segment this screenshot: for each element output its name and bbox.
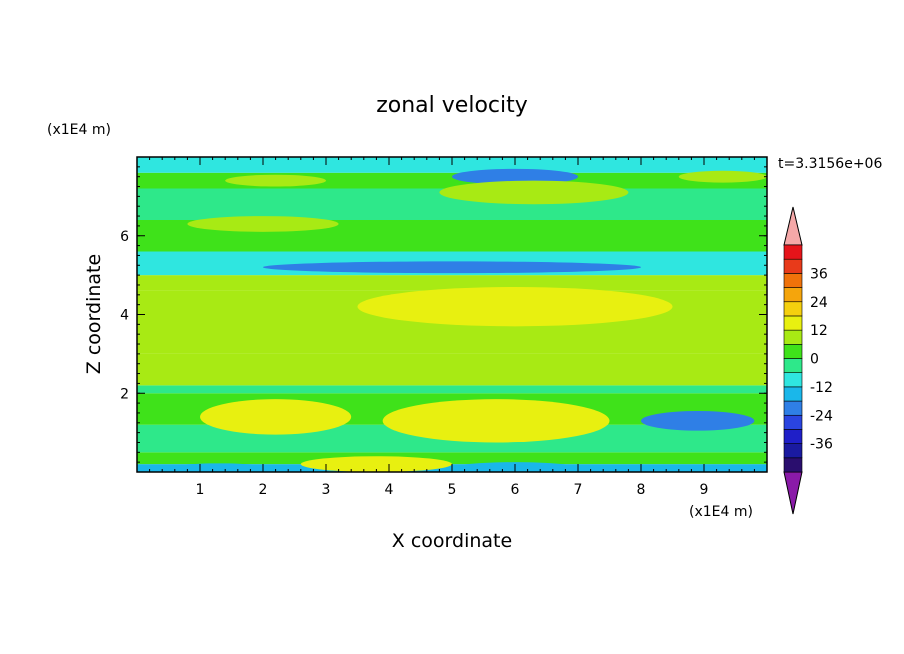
colorbar-segment [783,273,803,288]
velocity-field [137,157,767,472]
colorbar-segment [783,344,803,359]
colorbar-tick-label: 36 [810,266,828,282]
x-tick-label: 5 [448,482,457,498]
y-axis-label: Z coordinate [83,254,105,374]
x-tick-label: 6 [511,482,520,498]
colorbar-segment [783,429,803,444]
velocity-feature [168,463,270,472]
colorbar-segment [783,372,803,388]
colorbar-segment [783,443,803,459]
velocity-band [137,353,767,386]
velocity-feature [225,174,326,187]
velocity-band [137,385,767,394]
y-unit-label: (x1E4 m) [47,122,111,138]
colorbar-segment [783,358,803,373]
colorbar-tick-label: -36 [810,437,833,453]
colorbar-tick-label: 24 [810,295,828,311]
colorbar-segment [783,301,803,317]
colorbar-segment [783,414,803,430]
chart-title: zonal velocity [376,93,528,118]
colorbar-segment [783,258,803,274]
colorbar-segment [783,315,803,331]
colorbar-segment [783,386,803,402]
x-tick-label: 4 [385,482,394,498]
velocity-feature [187,216,339,232]
y-tick-label: 6 [120,229,129,245]
velocity-band [137,275,767,291]
velocity-feature [263,261,641,274]
x-unit-label: (x1E4 m) [689,504,753,520]
x-tick-label: 7 [574,482,583,498]
colorbar-segment [783,400,803,416]
x-tick-label: 8 [637,482,646,498]
colorbar-tick-label: 12 [810,323,828,339]
colorbar-segment [783,287,803,303]
velocity-feature [357,286,673,327]
y-tick-label: 2 [120,386,129,402]
colorbar-tick-label: -24 [810,408,833,424]
velocity-feature [439,180,629,205]
x-tick-label: 9 [700,482,709,498]
colorbar-tick-label: 0 [810,352,819,368]
velocity-feature [300,456,452,472]
velocity-feature [452,168,578,185]
velocity-feature [678,170,767,183]
colorbar: 36 24 12 0 -12 -24 -36 [783,206,833,515]
colorbar-segment [783,329,803,345]
plot-axes: 1 2 3 4 5 6 7 8 9 2 4 6 [120,156,768,498]
time-label: t=3.3156e+06 [778,156,882,172]
velocity-band [137,452,767,465]
colorbar-over-arrow [783,206,803,246]
x-tick-label: 2 [259,482,268,498]
x-tick-label: 3 [322,482,331,498]
colorbar-segment [783,457,803,473]
x-axis-label: X coordinate [392,530,512,552]
velocity-feature [641,410,755,431]
colorbar-segment [783,244,803,260]
colorbar-under-arrow [783,471,803,515]
x-tick-label: 1 [196,482,205,498]
velocity-feature [382,399,610,443]
velocity-feature [200,399,352,435]
y-tick-label: 4 [120,308,129,324]
colorbar-tick-label: -12 [810,380,833,396]
